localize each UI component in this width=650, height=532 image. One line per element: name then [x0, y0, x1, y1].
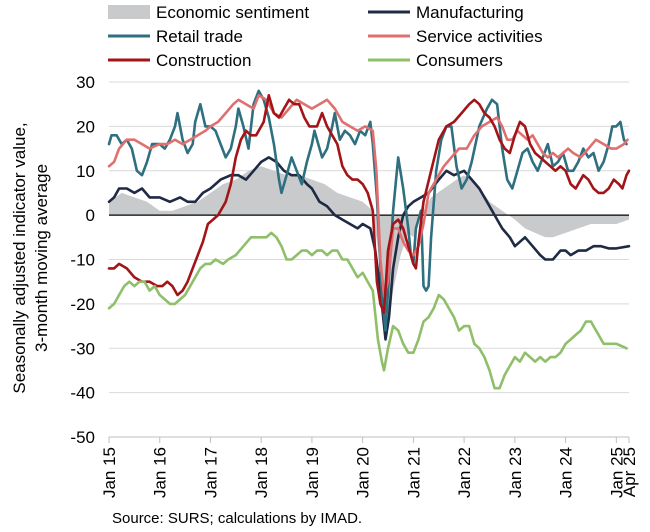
x-tick-label: Jan 19 — [303, 447, 322, 498]
x-tick-label: Jan 21 — [404, 447, 423, 498]
x-tick-label: Jan 16 — [151, 447, 170, 498]
x-tick-label: Jan 17 — [201, 447, 220, 498]
x-tick-label: Jan 24 — [557, 447, 576, 498]
legend-swatch-economic-sentiment — [108, 5, 150, 19]
y-tick-label: -30 — [70, 339, 95, 358]
source-note: Source: SURS; calculations by IMAD. — [112, 510, 362, 527]
y-tick-label: 10 — [76, 162, 95, 181]
x-tick-label: Jan 20 — [354, 447, 373, 498]
y-tick-label: 30 — [76, 73, 95, 92]
series-line-consumers — [107, 231, 628, 390]
series-line-retail-trade — [107, 89, 628, 332]
legend-label-construction: Construction — [156, 51, 251, 70]
legend: Economic sentiment Manufacturing Retail tr… — [108, 3, 543, 70]
y-tick-label: 20 — [76, 117, 95, 136]
legend-label-manufacturing: Manufacturing — [416, 3, 524, 22]
legend-label-economic-sentiment: Economic sentiment — [156, 3, 309, 22]
x-tick-label: Jan 22 — [455, 447, 474, 498]
x-tick-label: Jan 18 — [252, 447, 271, 498]
series-area-economic-sentiment — [109, 166, 629, 331]
y-axis-label-line-1: Seasonally adjusted indicator value, — [10, 122, 29, 393]
x-tick-label: Jan 25 — [607, 447, 626, 498]
x-tick-label: Apr 25 — [620, 447, 639, 497]
legend-label-service-activities: Service activities — [416, 27, 543, 46]
legend-label-retail-trade: Retail trade — [156, 27, 243, 46]
series-line-construction — [107, 94, 631, 315]
y-axis-label-line-2: 3-month moving average — [32, 164, 51, 352]
y-tick-label: -10 — [70, 251, 95, 270]
x-tick-label: Jan 23 — [506, 447, 525, 498]
y-tick-label: 0 — [86, 206, 95, 225]
y-tick-label: -20 — [70, 295, 95, 314]
y-tick-label: -50 — [70, 428, 95, 447]
x-tick-label: Jan 15 — [100, 447, 119, 498]
y-tick-label: -40 — [70, 384, 95, 403]
area-series-layer — [109, 166, 629, 331]
line-series-layer — [107, 89, 631, 390]
series-line-service-activities — [107, 94, 629, 297]
axes: 30 20 10 0 -10 -20 -30 -40 -50 Jan 15 Jan 16 Jan 17… — [70, 73, 639, 498]
legend-label-consumers: Consumers — [416, 51, 503, 70]
series-line-manufacturing — [107, 156, 631, 341]
